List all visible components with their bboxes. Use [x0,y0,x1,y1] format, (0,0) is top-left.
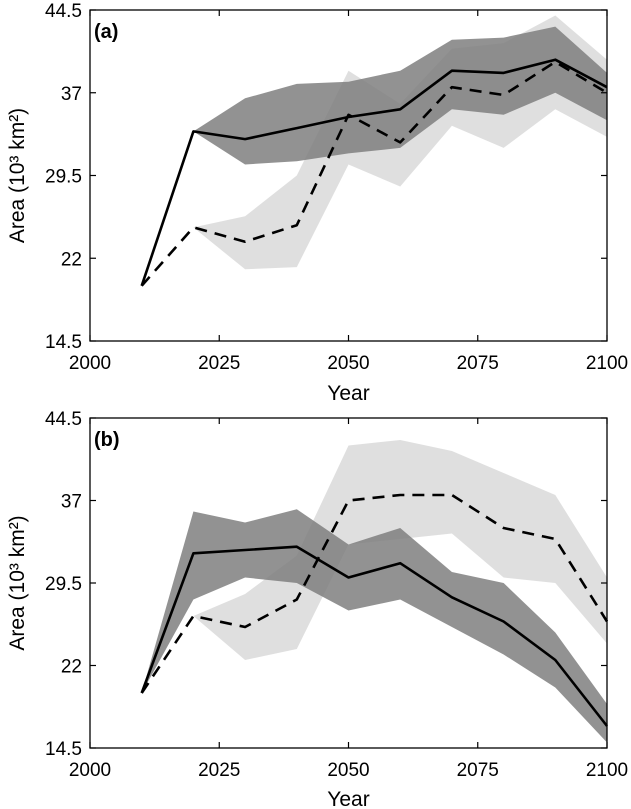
series-solid-line [140,58,608,287]
panel-a: 2000 2025 2050 2075 2100 14.5 22 29.5 37 44.5 Year… [6,1,628,405]
series-dashed-line [140,60,608,287]
x-tick-label: 2000 [69,353,111,374]
series-dashed-band [141,440,607,693]
x-axis-label: Year [327,382,369,405]
series-solid-band [141,509,607,743]
x-tick-label: 2025 [198,760,240,781]
y-tick-label: 29.5 [45,574,82,595]
series-dashed-line [140,493,609,694]
y-tick-label: 22 [61,249,82,270]
y-tick-label: 22 [61,657,82,678]
series-solid-band [141,26,607,286]
x-tick-label: 2050 [327,353,369,374]
y-tick-label: 29.5 [45,167,82,188]
x-tick-label: 2075 [457,353,499,374]
x-tick-label: 2100 [586,760,628,781]
y-tick-label: 14.5 [45,332,82,353]
y-tick-label: 14.5 [45,739,82,760]
x-axis-label: Year [327,788,369,809]
y-tick-label: 44.5 [45,409,82,430]
panel-label: (a) [94,21,118,43]
y-axis-label: Area (10³ km²) [6,108,29,243]
y-tick-label: 37 [61,84,82,105]
x-tick-label: 2100 [586,353,628,374]
x-tick-label: 2050 [327,760,369,781]
series-solid-line [140,545,609,727]
y-tick-label: 44.5 [45,1,82,22]
x-tick-label: 2025 [198,353,240,374]
panel-label: (b) [94,429,120,451]
x-tick-label: 2000 [69,760,111,781]
y-tick-label: 37 [61,492,82,513]
panel-b: 2000 2025 2050 2075 2100 14.5 22 29.5 37 44.5 Year… [6,409,628,809]
y-axis-label: Area (10³ km²) [6,515,29,650]
x-tick-label: 2075 [457,760,499,781]
